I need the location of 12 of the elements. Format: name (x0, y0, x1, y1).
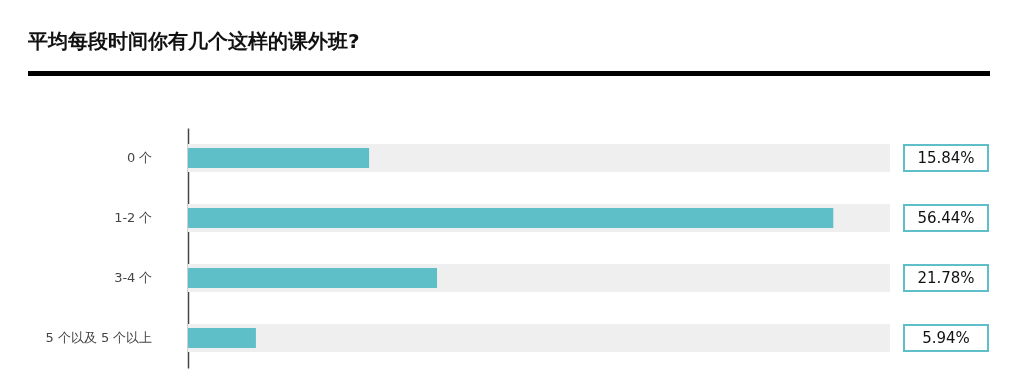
y-tick-label: 1-2 个 (114, 210, 153, 225)
data-label: 21.78% (917, 269, 975, 287)
data-label: 5.94% (922, 329, 970, 347)
y-tick-label: 3-4 个 (114, 270, 153, 285)
chart-title: 平均每段时间你有几个这样的课外班? (28, 28, 990, 76)
y-tick-label: 5 个以及 5 个以上 (45, 330, 153, 345)
bar (188, 328, 256, 348)
bar (188, 268, 438, 288)
data-label: 15.84% (917, 149, 975, 167)
data-label: 56.44% (917, 209, 975, 227)
bar (188, 148, 370, 168)
y-tick-label: 0 个 (127, 150, 153, 165)
